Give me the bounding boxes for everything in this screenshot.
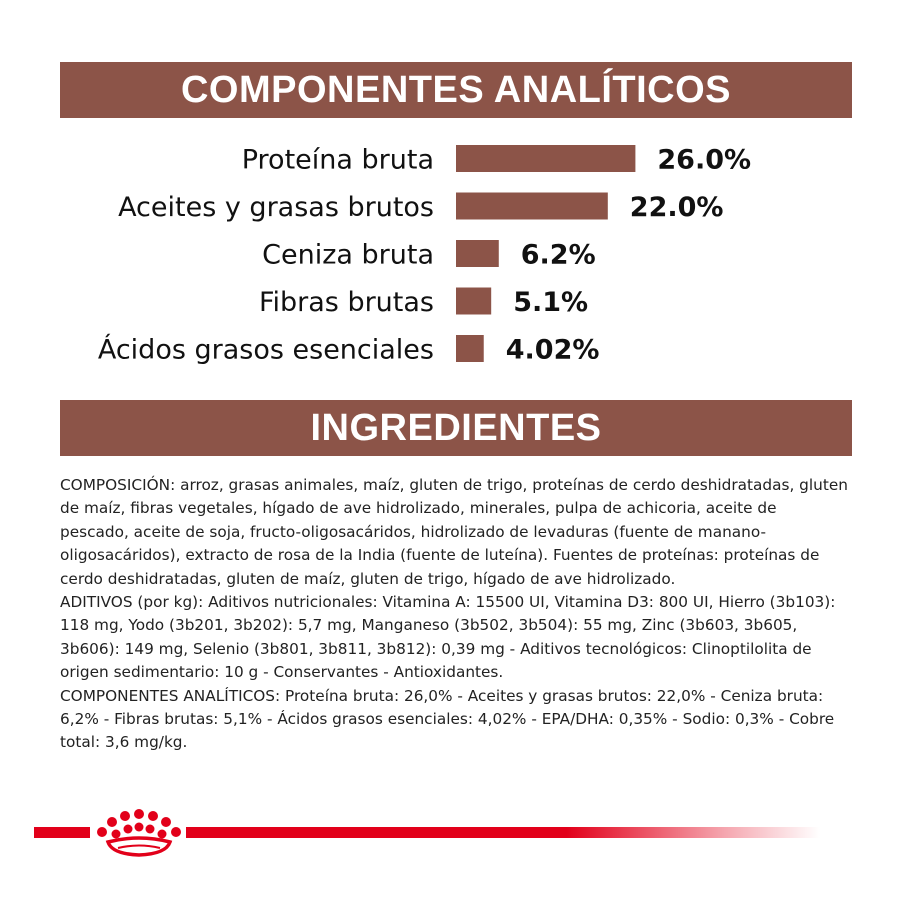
brand-stripe-right [186, 827, 820, 838]
value-label: 26.0% [657, 145, 751, 176]
category-label: Ceniza bruta [262, 240, 434, 271]
bar [456, 192, 608, 220]
bar [456, 287, 492, 315]
royal-canin-crown-icon [97, 809, 181, 857]
bar [456, 335, 484, 362]
category-label: Aceites y grasas brutos [118, 192, 434, 223]
value-label: 4.02% [506, 335, 600, 366]
ingredients-banner: INGREDIENTES [60, 400, 852, 456]
analytic-components-title: COMPONENTES ANALÍTICOS [180, 68, 732, 111]
category-label: Fibras brutas [259, 287, 434, 318]
composition-paragraph: COMPOSICIÓN: arroz, grasas animales, maí… [60, 476, 848, 588]
bar [456, 145, 636, 172]
bar [456, 240, 499, 267]
value-label: 5.1% [513, 287, 588, 318]
ingredients-title: INGREDIENTES [310, 406, 602, 449]
brand-stripe-left [34, 827, 90, 838]
value-label: 22.0% [630, 192, 724, 223]
category-label: Proteína bruta [242, 145, 434, 176]
value-label: 6.2% [521, 240, 596, 271]
analytic-paragraph: COMPONENTES ANALÍTICOS: Proteína bruta: … [60, 686, 835, 752]
brand-footer [34, 808, 824, 858]
additives-paragraph: ADITIVOS (por kg): Aditivos nutricionale… [60, 593, 836, 682]
ingredients-text: COMPOSICIÓN: arroz, grasas animales, maí… [60, 474, 850, 755]
analytic-components-chart: Proteína bruta 26.0% Aceites y grasas brut… [98, 145, 751, 366]
analytic-components-banner: COMPONENTES ANALÍTICOS [60, 62, 852, 118]
category-label: Ácidos grasos esenciales [98, 334, 434, 366]
